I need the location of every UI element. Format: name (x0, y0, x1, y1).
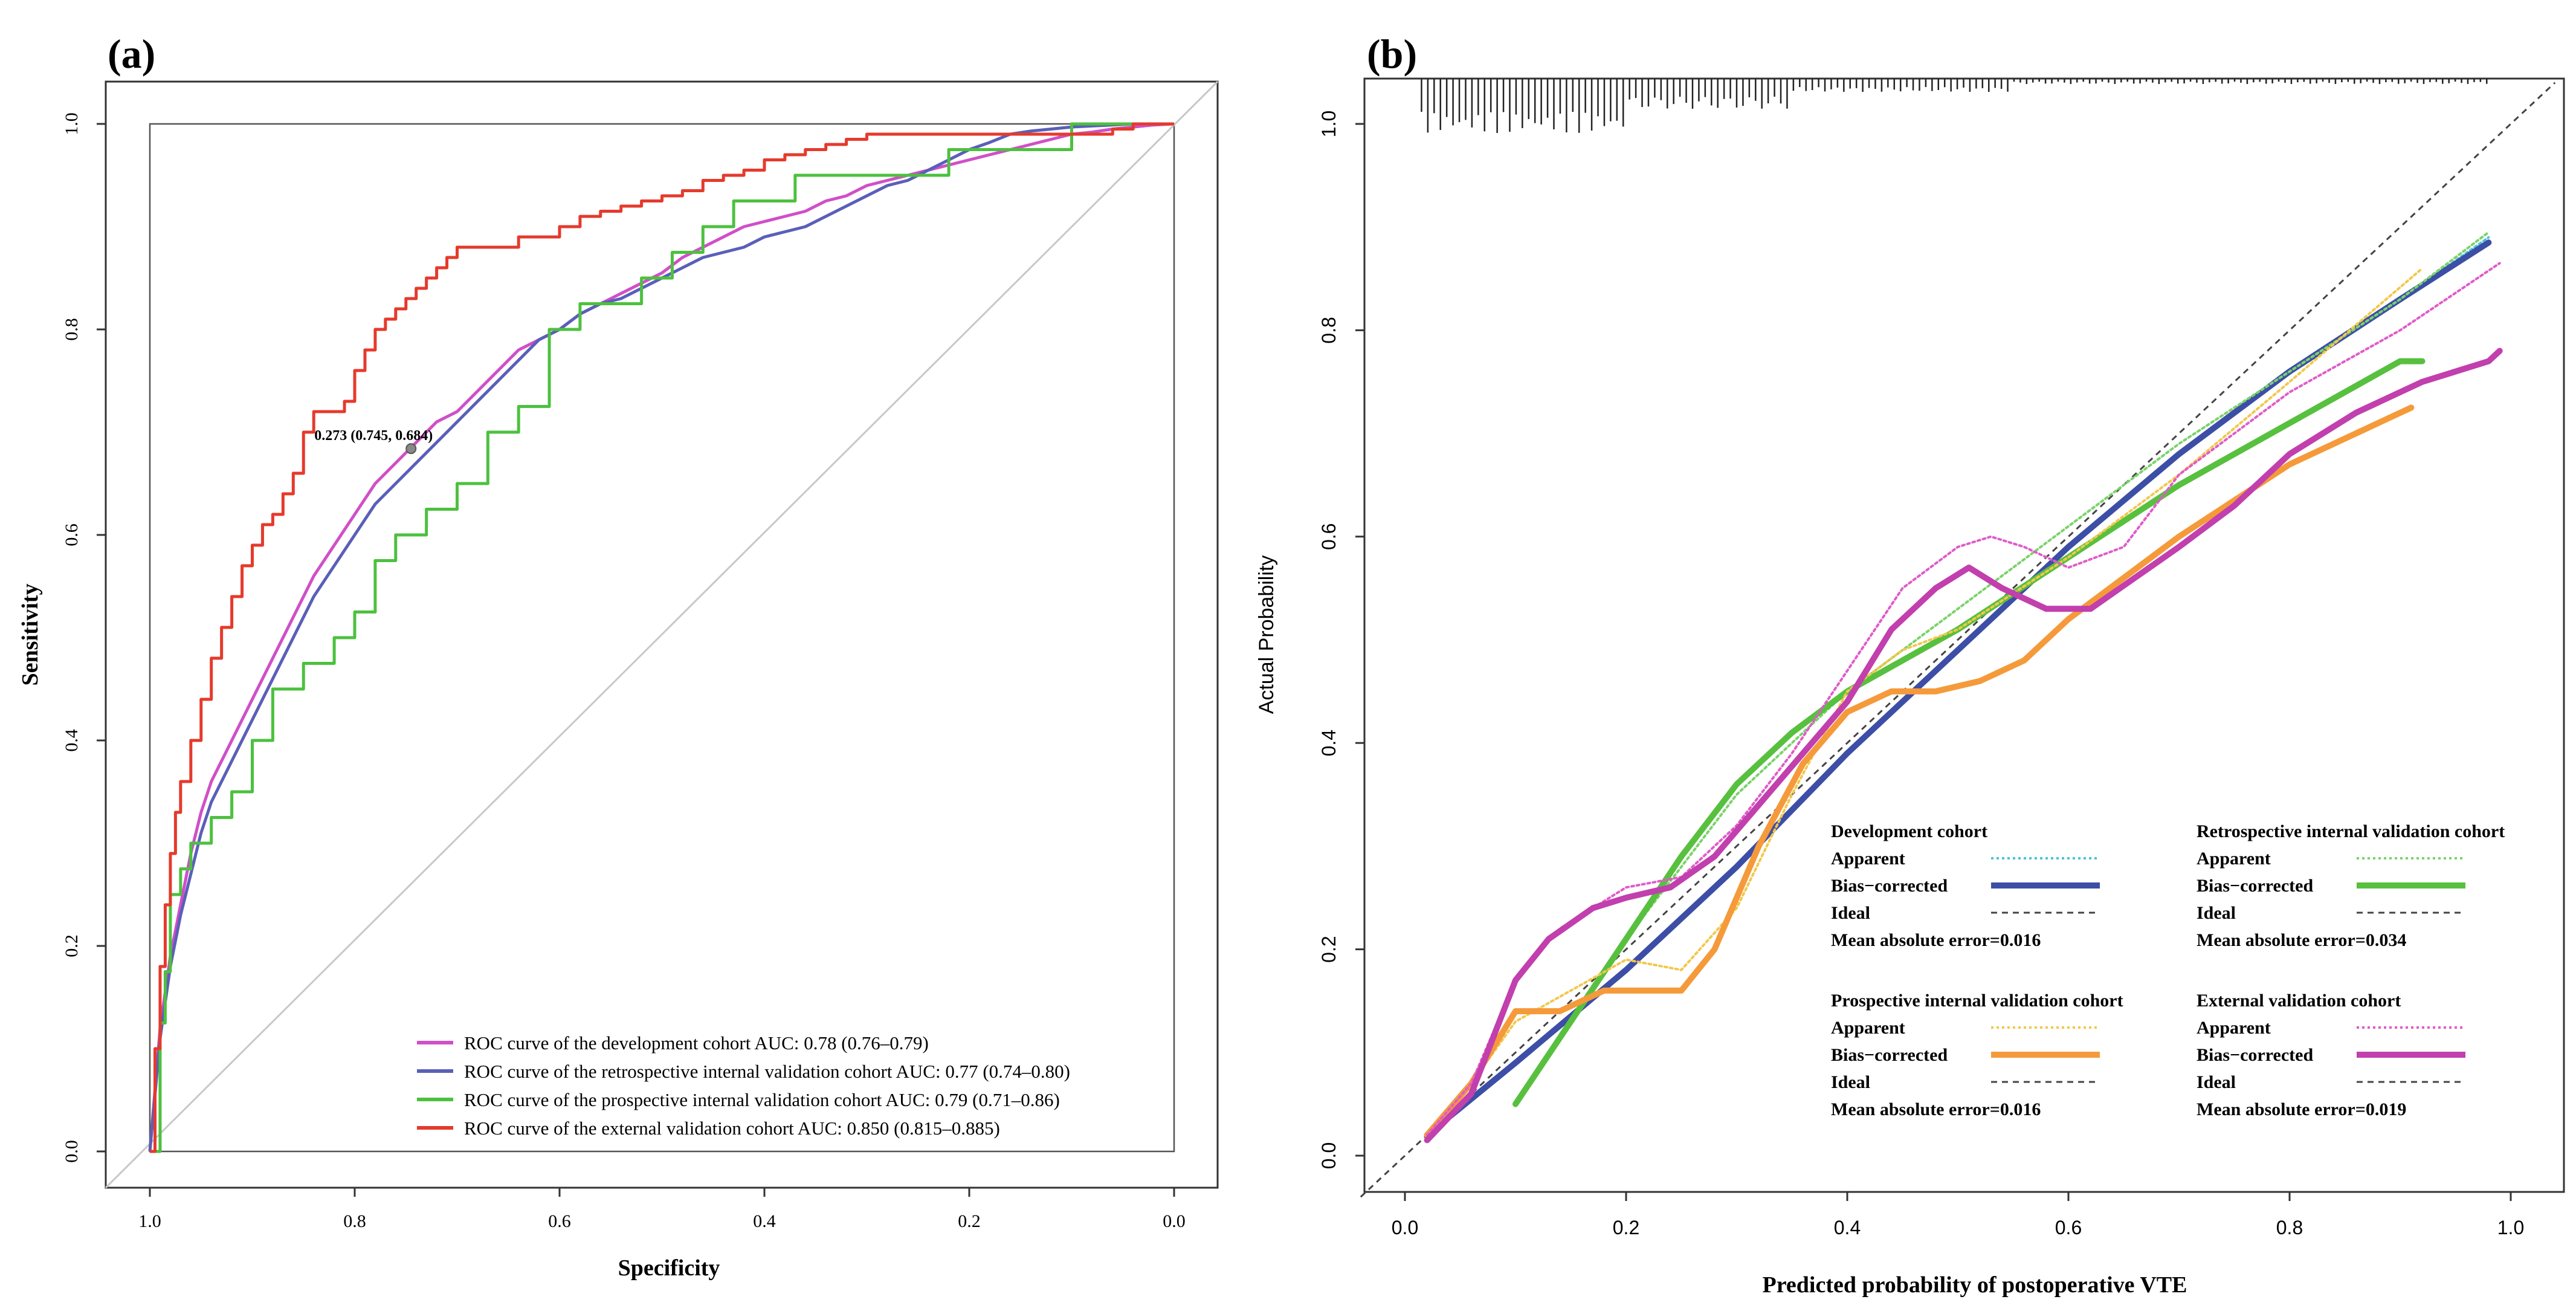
roc-curve-0 (148, 122, 1175, 1152)
calibration-curve-5 (1424, 404, 2415, 1138)
legend-bias-label: Bias−corrected (2197, 1045, 2313, 1065)
legend-apparent-label: Apparent (1831, 849, 1905, 869)
calibration-x-tick-label: 0.0 (1392, 1217, 1418, 1238)
calibration-y-tick-label: 0.0 (1318, 1142, 1340, 1169)
calibration-y-tick-label: 0.6 (1318, 523, 1340, 550)
calibration-x-axis: 0.0 0.2 0.4 0.6 0.8 1.0 (1392, 1192, 2524, 1238)
calibration-x-tick-label: 1.0 (2497, 1217, 2524, 1238)
legend-bias-label: Bias−corrected (2197, 876, 2313, 896)
legend-ideal-label: Ideal (2197, 1072, 2236, 1092)
legend-mae-label: Mean absolute error=0.016 (1831, 930, 2041, 950)
roc-y-axis-label: Sensitivity (18, 584, 43, 686)
roc-curve-1 (148, 122, 1174, 1152)
legend-apparent-label: Apparent (2197, 1018, 2271, 1038)
roc-legend-label-3: ROC curve of the external validation coh… (464, 1118, 1000, 1139)
calibration-x-tick-label: 0.2 (1613, 1217, 1639, 1238)
roc-y-tick-label: 0.0 (62, 1140, 82, 1163)
legend-group-title: Development cohort (1831, 821, 1987, 841)
roc-legend: ROC curve of the development cohort AUC:… (417, 1032, 1070, 1139)
calibration-curve-7 (1424, 348, 2503, 1144)
roc-cutoff-annotation: 0.273 (0.745, 0.684) (314, 428, 433, 444)
legend-group-title: Prospective internal validation cohort (1831, 991, 2123, 1011)
calibration-y-tick-label: 0.4 (1318, 730, 1340, 756)
roc-y-tick-label: 0.8 (62, 318, 82, 341)
calibration-x-axis-label: Predicted probability of postoperative V… (1763, 1272, 2187, 1298)
calibration-y-axis: 0.0 0.2 0.4 0.6 0.8 1.0 (1318, 111, 1364, 1169)
roc-x-tick-label: 0.2 (958, 1211, 981, 1231)
legend-bias-label: Bias−corrected (1831, 1045, 1948, 1065)
roc-y-tick-label: 1.0 (62, 112, 82, 135)
roc-x-tick-label: 0.0 (1163, 1211, 1186, 1231)
legend-apparent-label: Apparent (1831, 1018, 1905, 1038)
calibration-y-tick-label: 0.2 (1318, 936, 1340, 962)
calibration-curve-3 (1512, 358, 2426, 1107)
roc-legend-label-2: ROC curve of the prospective internal va… (464, 1089, 1060, 1110)
roc-inner-box (149, 123, 1175, 1153)
calibration-y-axis-label: Actual Probability (1255, 555, 1278, 714)
roc-x-tick-label: 0.6 (548, 1211, 571, 1231)
roc-cutoff-point (405, 443, 417, 455)
legend-ideal-label: Ideal (2197, 903, 2236, 923)
panel-b-label: (b) (1367, 31, 1417, 77)
legend-group-title: External validation cohort (2197, 991, 2401, 1011)
roc-panel: (a) 0.00.20.40.60.81.0 1.0 0.8 0.6 0.4 0.2 0.… (18, 31, 1219, 1281)
calibration-x-tick-label: 0.8 (2276, 1217, 2303, 1238)
calibration-x-tick-label: 0.4 (1834, 1217, 1861, 1238)
calibration-curves (1424, 231, 2503, 1144)
roc-curves (148, 122, 1175, 1153)
roc-x-axis: 1.0 0.8 0.6 0.4 0.2 0.0 (138, 1188, 1186, 1231)
calibration-legend: Development cohort Apparent Bias−corrected… (1831, 821, 2505, 1119)
calibration-rug (1421, 79, 2488, 133)
roc-plot-frame (105, 80, 1219, 1189)
roc-y-axis: 0.0 0.2 0.4 0.6 0.8 1.0 (62, 112, 106, 1163)
panel-a-label: (a) (108, 31, 155, 77)
roc-x-tick-label: 0.8 (343, 1211, 366, 1231)
legend-mae-label: Mean absolute error=0.034 (2197, 930, 2406, 950)
roc-curve-3 (150, 122, 1174, 1153)
roc-y-tick-label: 0.2 (62, 934, 82, 957)
legend-apparent-label: Apparent (2197, 849, 2271, 869)
roc-y-tick-label: 0.4 (62, 729, 82, 752)
roc-y-tick-label: 0.6 (62, 523, 82, 546)
legend-group-title: Retrospective internal validation cohort (2197, 821, 2505, 841)
roc-curve-2 (150, 122, 1174, 1153)
legend-ideal-label: Ideal (1831, 903, 1870, 923)
legend-mae-label: Mean absolute error=0.016 (1831, 1099, 2041, 1119)
legend-ideal-label: Ideal (1831, 1072, 1870, 1092)
roc-x-axis-label: Specificity (618, 1255, 720, 1281)
calibration-y-tick-label: 0.8 (1318, 317, 1340, 343)
calibration-y-tick-label: 1.0 (1318, 111, 1340, 137)
roc-legend-label-1: ROC curve of the retrospective internal … (464, 1061, 1070, 1082)
roc-x-tick-label: 0.4 (753, 1211, 776, 1231)
legend-mae-label: Mean absolute error=0.019 (2197, 1099, 2406, 1119)
calibration-panel: (b) 0.0 0.2 0.4 0.6 0.8 1.0 0.0 0.2 0.4 0.6 0.8 1.… (1255, 31, 2565, 1298)
legend-bias-label: Bias−corrected (1831, 876, 1948, 896)
roc-legend-label-0: ROC curve of the development cohort AUC:… (464, 1032, 929, 1054)
roc-chance-line (105, 80, 1219, 1189)
roc-x-tick-label: 1.0 (138, 1211, 161, 1231)
calibration-x-tick-label: 0.6 (2055, 1217, 2082, 1238)
